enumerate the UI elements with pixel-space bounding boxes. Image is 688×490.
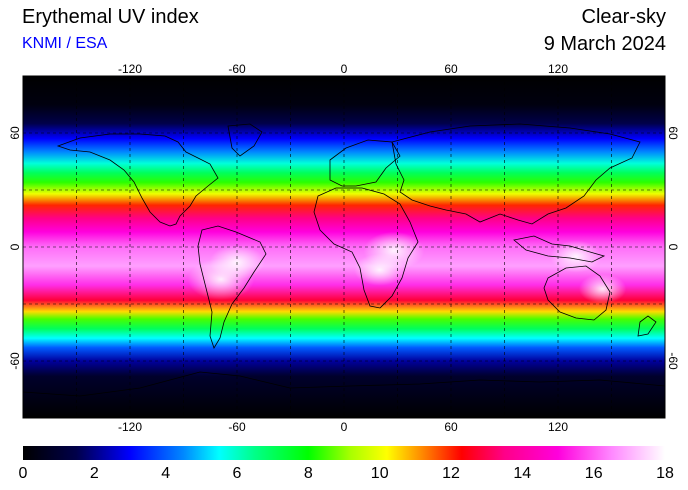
colorbar-label-0: 0 (19, 465, 28, 482)
colorbar-label-5: 10 (371, 465, 389, 482)
lat-tick-left-0: 60 (8, 126, 22, 140)
lat-tick-labels-left: 60 0 -60 (8, 126, 22, 370)
lon-tick-labels-top: -120 -60 0 60 120 (118, 62, 568, 76)
coast-new-zealand (637, 315, 657, 337)
colorbar-label-6: 12 (442, 465, 460, 482)
coast-africa (313, 187, 419, 309)
date-label: 9 March 2024 (543, 33, 666, 55)
map-area (23, 76, 665, 418)
uv-hotspot-3 (354, 253, 406, 286)
lon-tick-top-0: -120 (118, 62, 142, 76)
uv-hotspot-4 (550, 240, 602, 273)
lat-tick-right-1: 0 (666, 244, 680, 251)
lon-tick-bottom-0: -120 (118, 420, 142, 434)
colorbar-label-3: 6 (233, 465, 242, 482)
lat-tick-labels-right: 60 0 -60 (666, 126, 680, 370)
coast-indonesia (513, 235, 606, 263)
lon-tick-top-3: 60 (444, 62, 458, 76)
colorbar-label-8: 16 (585, 465, 603, 482)
coast-australia (543, 265, 611, 321)
lon-tick-top-2: 0 (341, 62, 348, 76)
colorbar (23, 446, 665, 460)
lat-tick-right-0: 60 (666, 126, 680, 140)
lon-tick-bottom-3: 60 (444, 420, 458, 434)
lon-tick-bottom-4: 120 (548, 420, 568, 434)
lon-tick-labels-bottom: -120 -60 0 60 120 (118, 420, 568, 434)
lon-tick-top-4: 120 (548, 62, 568, 76)
coast-europe (329, 139, 401, 187)
lat-tick-left-1: 0 (8, 243, 22, 250)
colorbar-label-9: 18 (656, 465, 674, 482)
map-frame (22, 75, 666, 419)
colorbar-label-1: 2 (90, 465, 99, 482)
lon-tick-bottom-2: 0 (341, 420, 348, 434)
lat-tick-left-2: -60 (8, 352, 22, 370)
coast-greenland (227, 123, 263, 157)
hotspot-layer (187, 231, 627, 304)
credit-label: KNMI / ESA (22, 35, 108, 52)
lon-tick-bottom-1: -60 (228, 420, 246, 434)
graticule (23, 76, 665, 418)
colorbar-label-2: 4 (161, 465, 170, 482)
colorbar-label-7: 14 (513, 465, 531, 482)
sky-mode-label: Clear-sky (581, 6, 666, 28)
colorbar-labels: 0 2 4 6 8 10 12 14 16 18 (19, 465, 674, 482)
lon-tick-top-1: -60 (228, 62, 246, 76)
coast-south-america (197, 225, 267, 349)
coast-north-america (56, 133, 219, 227)
chart-title: Erythemal UV index (22, 6, 199, 28)
lat-tick-right-2: -60 (666, 352, 680, 370)
coast-asia (391, 123, 641, 225)
uv-hotspot-5 (578, 274, 627, 304)
colorbar-label-4: 8 (304, 465, 313, 482)
